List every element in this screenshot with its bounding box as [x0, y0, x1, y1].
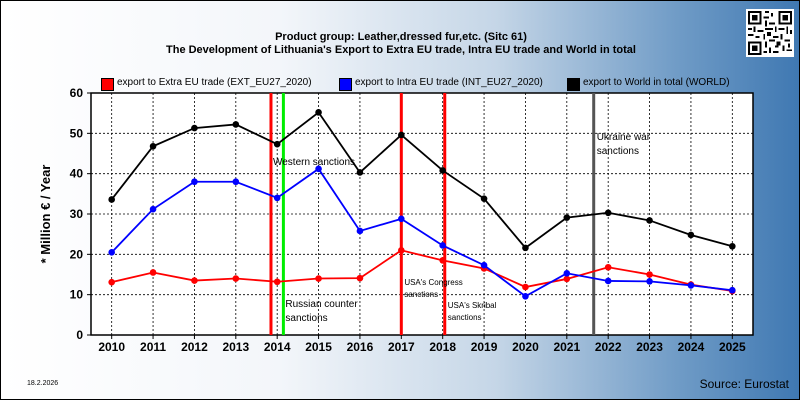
y-tick-label: 30	[70, 207, 84, 221]
x-tick-label: 2025	[719, 340, 746, 354]
data-point	[232, 121, 240, 128]
y-tick-label: 10	[70, 288, 84, 302]
x-tick-label: 2018	[429, 340, 456, 354]
data-point	[315, 165, 322, 173]
x-tick-label: 2014	[264, 340, 291, 354]
data-point	[273, 194, 281, 202]
sanction-label-russian: Russian counter	[285, 299, 358, 310]
y-tick-label: 40	[70, 167, 84, 181]
sanction-label-congress: USA's Congress	[404, 278, 462, 287]
data-point	[356, 274, 364, 282]
data-point	[398, 131, 405, 139]
data-point	[273, 140, 281, 148]
legend: export to Extra EU trade (EXT_EU27_2020)…	[1, 1, 799, 101]
x-tick-label: 2021	[553, 340, 580, 354]
data-point	[687, 231, 695, 239]
sanction-label-western: Western sanctions	[273, 157, 355, 168]
data-point	[273, 278, 281, 286]
data-point	[356, 227, 364, 235]
data-point	[687, 282, 695, 289]
x-tick-label: 2022	[595, 340, 622, 354]
x-tick-label: 2024	[678, 340, 705, 354]
series-line-2	[110, 111, 733, 250]
data-point	[439, 257, 446, 264]
data-point	[522, 244, 529, 252]
data-point	[563, 214, 571, 221]
data-point	[563, 275, 571, 283]
sanction-label-ukraine: sanctions	[597, 146, 639, 157]
series-line-1	[111, 167, 733, 298]
source-note: Source: Eurostat	[699, 377, 789, 391]
data-point	[398, 247, 405, 254]
data-point	[191, 124, 198, 132]
data-point	[191, 178, 198, 186]
legend-label: export to Intra EU trade (INT_EU27_2020)	[355, 77, 543, 88]
data-point	[646, 271, 653, 278]
y-tick-label: 50	[70, 126, 84, 140]
legend-swatch	[567, 78, 580, 91]
x-tick-label: 2020	[512, 340, 539, 354]
data-point	[232, 275, 240, 282]
data-point	[232, 178, 240, 186]
data-point	[646, 278, 653, 285]
sanction-label-russian: sanctions	[285, 313, 327, 324]
data-point	[356, 169, 364, 176]
data-point	[108, 278, 115, 286]
data-point	[729, 286, 736, 294]
data-point	[149, 205, 157, 213]
date-stamp: 18.2.2026	[27, 380, 59, 387]
y-tick-label: 60	[70, 86, 84, 100]
x-tick-label: 2011	[140, 340, 166, 354]
data-point	[646, 217, 653, 224]
y-axis-label: * Million € / Year	[38, 165, 53, 264]
data-point	[315, 275, 322, 282]
data-point	[108, 249, 115, 256]
x-tick-label: 2019	[471, 340, 498, 354]
sanction-label-skripal: sanctions	[448, 313, 482, 322]
x-tick-label: 2013	[222, 340, 249, 354]
sanction-label-skripal: USA's Skribal	[448, 301, 497, 310]
data-point	[729, 242, 736, 250]
data-point	[439, 242, 446, 249]
data-point	[149, 269, 157, 276]
data-point	[522, 283, 529, 291]
data-point	[480, 261, 488, 269]
x-tick-label: 2016	[347, 340, 374, 354]
chart-title: The Development of Lithuania's Export to…	[166, 44, 636, 56]
data-point	[398, 215, 405, 223]
data-point	[563, 269, 571, 277]
legend-label: export to World in total (WORLD)	[583, 77, 730, 88]
sanction-label-ukraine: Ukraine war	[597, 132, 651, 143]
y-tick-label: 20	[70, 247, 84, 261]
data-point	[604, 277, 612, 285]
legend-label: export to Extra EU trade (EXT_EU27_2020)	[117, 77, 312, 88]
sanction-label-congress: sanctions	[404, 290, 438, 299]
data-point	[191, 277, 198, 284]
x-tick-label: 2017	[388, 340, 415, 354]
plot-area	[91, 93, 753, 335]
chart-subtitle: Product group: Leather,dressed fur,etc. …	[275, 31, 527, 43]
qr-code-icon	[746, 9, 794, 57]
data-point	[108, 196, 115, 203]
data-point	[439, 167, 446, 174]
y-tick-label: 0	[76, 328, 83, 342]
legend-swatch	[101, 78, 114, 91]
series-line-0	[111, 249, 733, 292]
data-point	[604, 263, 612, 271]
data-point	[604, 209, 612, 217]
data-point	[522, 292, 529, 300]
data-point	[480, 195, 488, 202]
x-tick-label: 2010	[98, 340, 125, 354]
data-point	[315, 109, 322, 116]
legend-swatch	[339, 78, 352, 91]
x-tick-label: 2023	[636, 340, 663, 354]
x-tick-label: 2015	[305, 340, 332, 354]
x-tick-label: 2012	[181, 340, 208, 354]
data-point	[149, 142, 157, 150]
